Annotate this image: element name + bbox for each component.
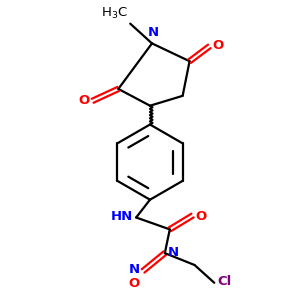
Text: HN: HN bbox=[111, 210, 133, 223]
Text: O: O bbox=[196, 210, 207, 223]
Text: N: N bbox=[147, 26, 158, 39]
Text: O: O bbox=[78, 94, 90, 107]
Text: O: O bbox=[129, 277, 140, 290]
Text: O: O bbox=[212, 39, 224, 52]
Text: N: N bbox=[129, 263, 140, 276]
Text: Cl: Cl bbox=[217, 275, 232, 288]
Text: H$_3$C: H$_3$C bbox=[101, 6, 128, 21]
Text: N: N bbox=[168, 246, 179, 259]
